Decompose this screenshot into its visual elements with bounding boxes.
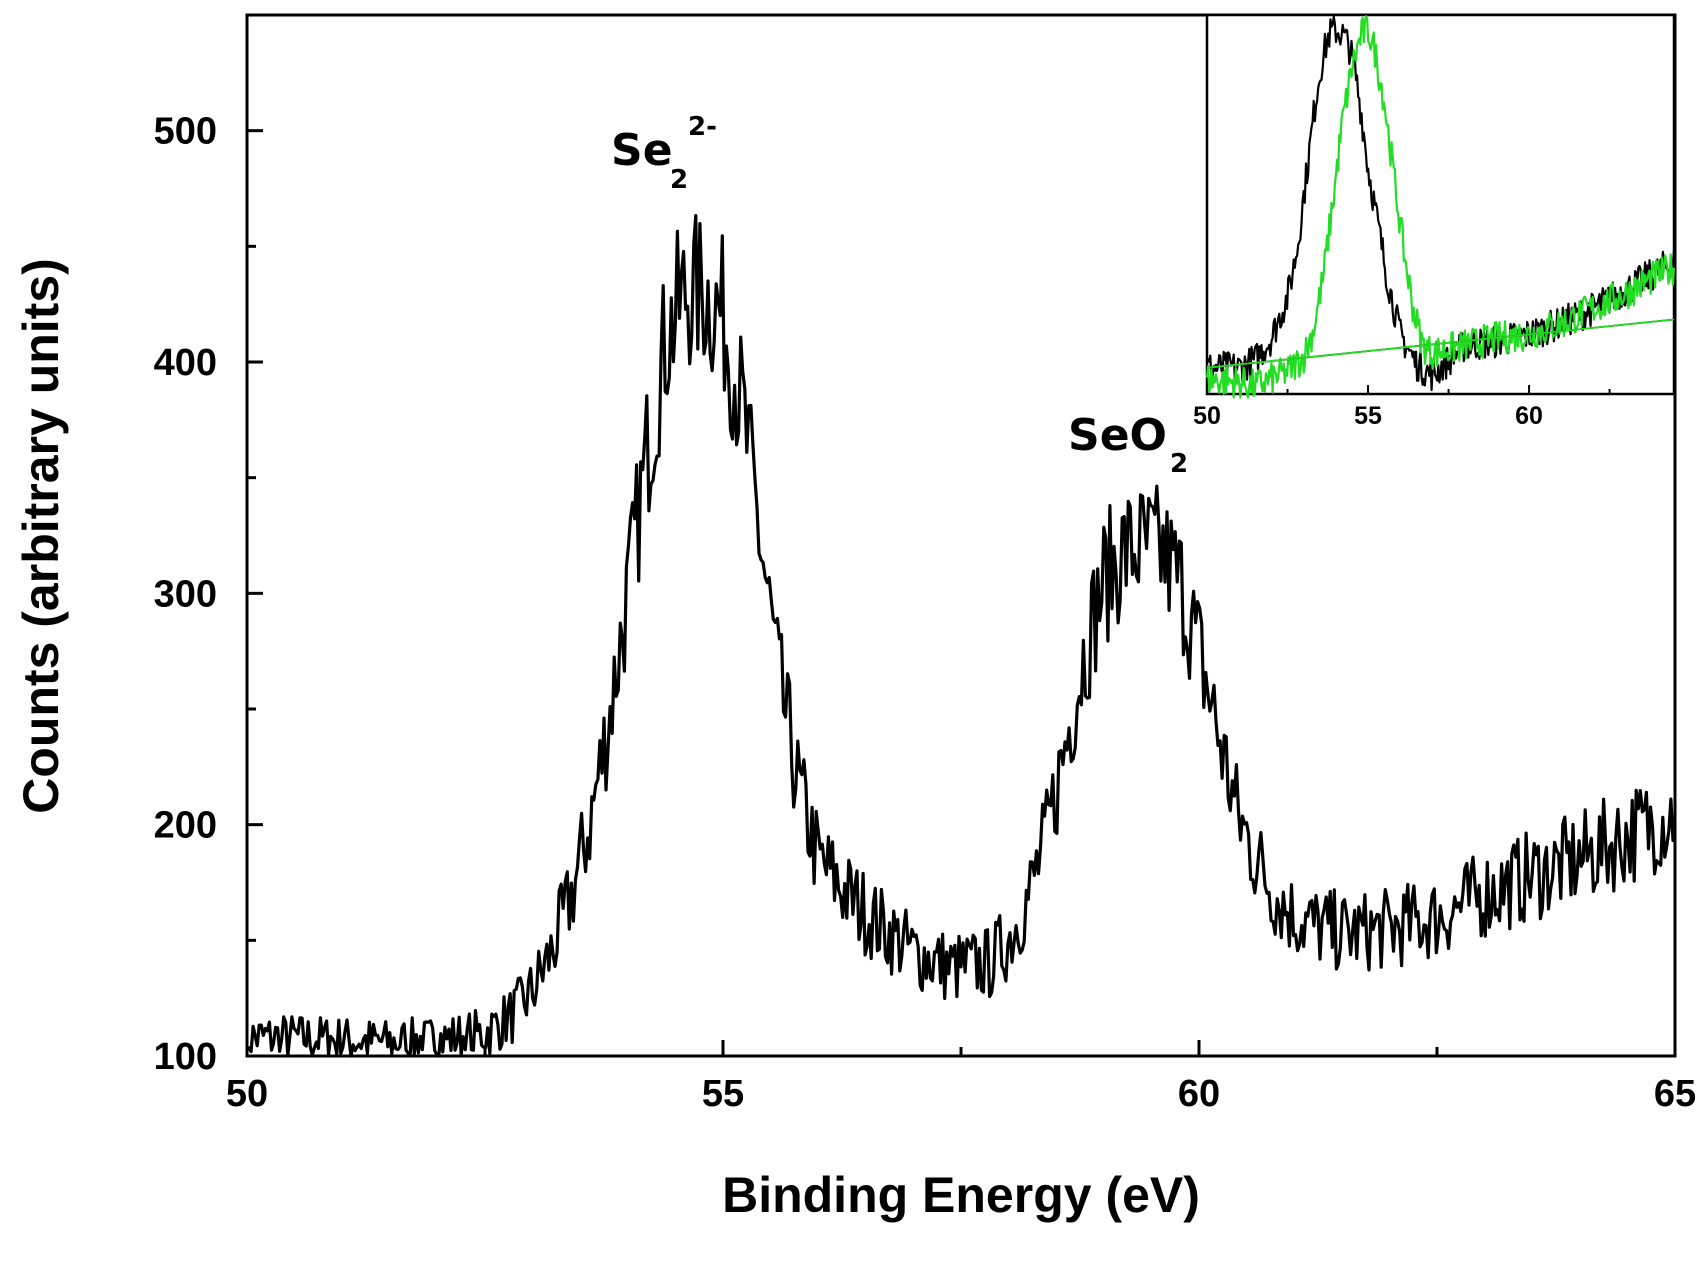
x-axis-ticks: 50 55 60 65 [226, 1040, 1696, 1115]
y-tick-label: 400 [154, 342, 217, 384]
y-axis-title: Counts (arbitrary units) [13, 258, 69, 814]
x-tick-label: 65 [1654, 1073, 1696, 1115]
inset-x-tick-label: 60 [1515, 402, 1543, 430]
y-tick-label: 500 [154, 111, 217, 153]
annotation-se2-superscript: 2- [688, 112, 717, 142]
x-tick-label: 60 [1178, 1073, 1220, 1115]
annotation-seo2-subscript: 2 [1170, 449, 1188, 479]
x-tick-label: 55 [702, 1073, 744, 1115]
y-axis-ticks: 100 200 300 400 500 [154, 13, 263, 1078]
inset-series-black [1206, 15, 1676, 392]
y-tick-label: 100 [154, 1036, 217, 1078]
annotation-se2: Se 2 2- [611, 112, 717, 195]
annotation-se2-subscript: 2 [670, 165, 688, 195]
x-axis-title: Binding Energy (eV) [722, 1167, 1200, 1223]
annotation-se2-text: Se [611, 125, 673, 176]
y-tick-label: 300 [154, 573, 217, 615]
x-tick-label: 50 [226, 1073, 268, 1115]
inset-x-tick-label: 50 [1193, 402, 1221, 430]
inset-series-green [1205, 15, 1676, 399]
annotation-seo2: SeO 2 [1068, 410, 1188, 479]
y-tick-label: 200 [154, 805, 217, 847]
inset-baseline-green [1206, 318, 1675, 369]
inset-x-tick-label: 55 [1354, 402, 1382, 430]
annotation-seo2-text: SeO [1068, 410, 1167, 461]
inset-x-axis-ticks: 50 55 60 [1193, 385, 1611, 430]
inset-frame [1205, 13, 1676, 396]
inset-series [1205, 15, 1676, 399]
inset-chart: 50 55 60 [1193, 13, 1676, 430]
